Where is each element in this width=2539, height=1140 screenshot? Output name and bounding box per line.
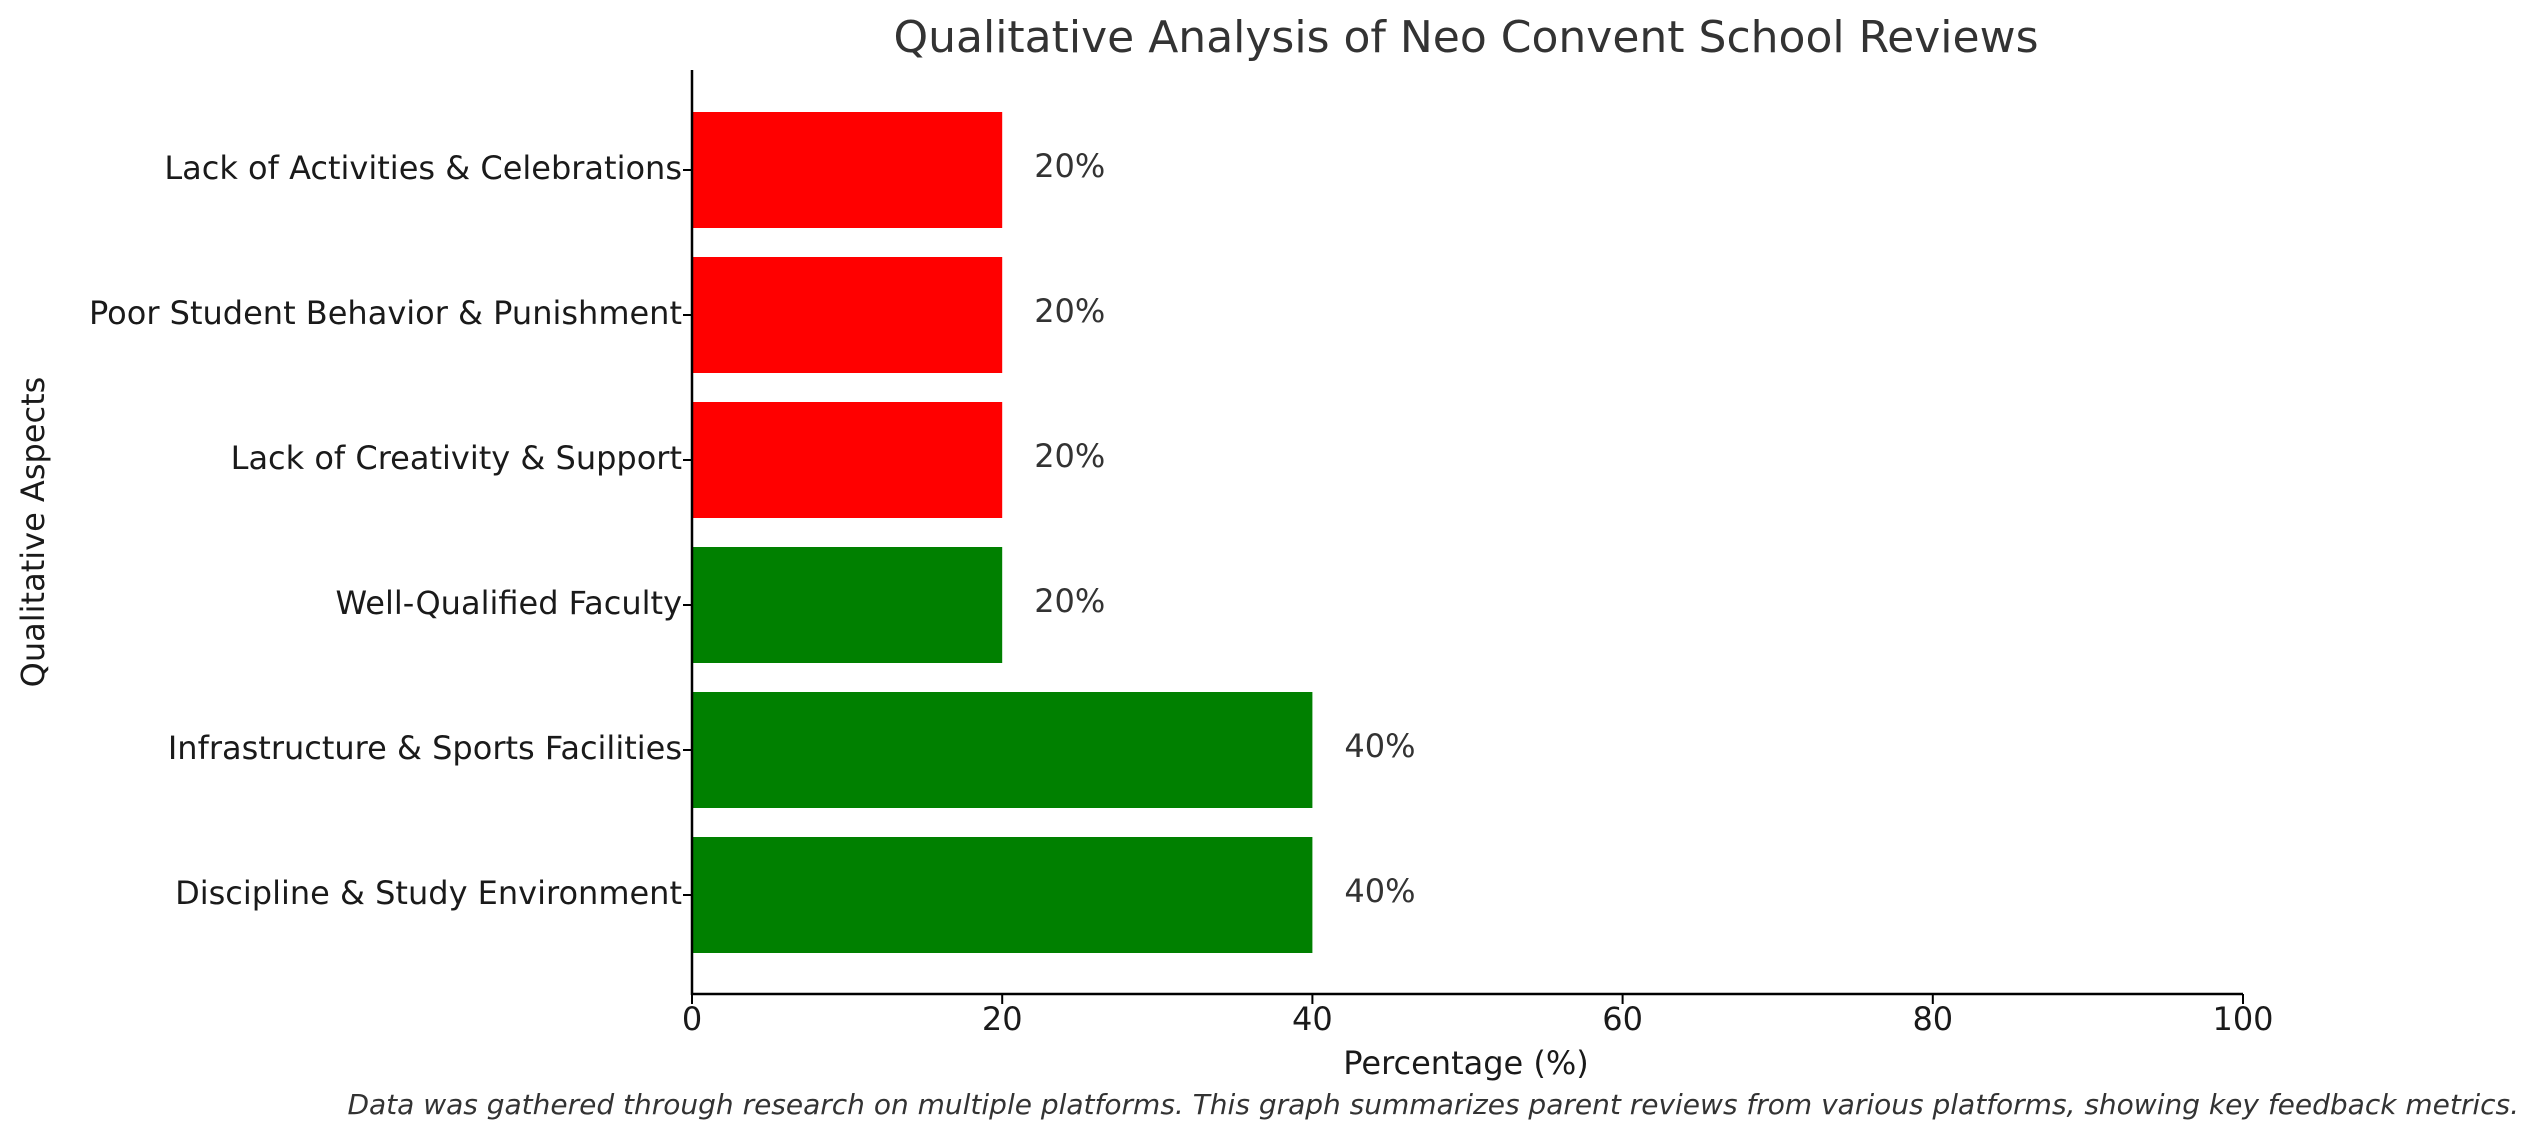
y-tick-label: Well-Qualified Faculty: [336, 584, 682, 622]
y-tick-label: Discipline & Study Environment: [175, 874, 682, 912]
y-tick-label: Infrastructure & Sports Facilities: [168, 729, 682, 767]
y-tick-label: Poor Student Behavior & Punishment: [89, 294, 682, 332]
x-tick-label: 0: [682, 1000, 702, 1038]
value-labels: 40% 40% 20% 20% 20% 20%: [1034, 147, 1415, 910]
chart-title: Qualitative Analysis of Neo Convent Scho…: [893, 12, 2038, 63]
y-axis-title: Qualitative Aspects: [14, 377, 52, 688]
bar-value-label: 20%: [1034, 292, 1105, 330]
bar-value-label: 20%: [1034, 437, 1105, 475]
bar-value-label: 20%: [1034, 147, 1105, 185]
bar: [692, 402, 1003, 518]
bar-value-label: 40%: [1344, 872, 1415, 910]
bar-value-label: 40%: [1344, 727, 1415, 765]
bar-value-label: 20%: [1034, 582, 1105, 620]
x-tick-label: 40: [1292, 1000, 1333, 1038]
y-tick-label: Lack of Creativity & Support: [231, 439, 682, 477]
bar: [692, 547, 1003, 663]
bar: [692, 112, 1003, 228]
chart-caption: Data was gathered through research on mu…: [347, 1088, 2519, 1121]
bar: [692, 692, 1313, 808]
y-axis-ticks: Discipline & Study Environment Infrastruc…: [89, 149, 692, 912]
bars: [692, 112, 1313, 953]
y-tick-label: Lack of Activities & Celebrations: [164, 149, 682, 187]
bar: [692, 257, 1003, 373]
bar: [692, 837, 1313, 953]
x-tick-label: 20: [982, 1000, 1023, 1038]
x-tick-label: 100: [2212, 1000, 2273, 1038]
x-axis-title: Percentage (%): [1343, 1044, 1589, 1082]
x-axis-ticks: 0 20 40 60 80 100: [682, 994, 2274, 1038]
x-tick-label: 80: [1912, 1000, 1953, 1038]
x-tick-label: 60: [1602, 1000, 1643, 1038]
